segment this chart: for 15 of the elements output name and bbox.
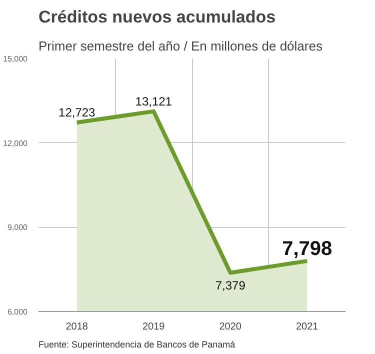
source-note: Fuente: Superintendencia de Bancos de Panamá: [38, 340, 236, 350]
x-tick-label: 2019: [142, 322, 166, 332]
x-tick-label: 2018: [66, 322, 88, 332]
y-tick-label: 6,000: [7, 308, 28, 316]
chart-title: Créditos nuevos acumulados: [38, 8, 276, 26]
y-tick-label: 9,000: [7, 223, 28, 232]
y-tick-label: 12,000: [3, 138, 28, 148]
x-tick-label: 2021: [296, 322, 319, 332]
data-label: 12,723: [58, 106, 96, 120]
data-label: 13,121: [135, 94, 172, 108]
y-tick-label: 15,000: [3, 54, 28, 64]
data-label: 7,798: [282, 238, 332, 260]
chart-subtitle: Primer semestre del año / En millones de dólares: [38, 38, 323, 54]
data-label: 7,379: [215, 278, 246, 293]
x-tick-label: 2020: [219, 322, 242, 332]
